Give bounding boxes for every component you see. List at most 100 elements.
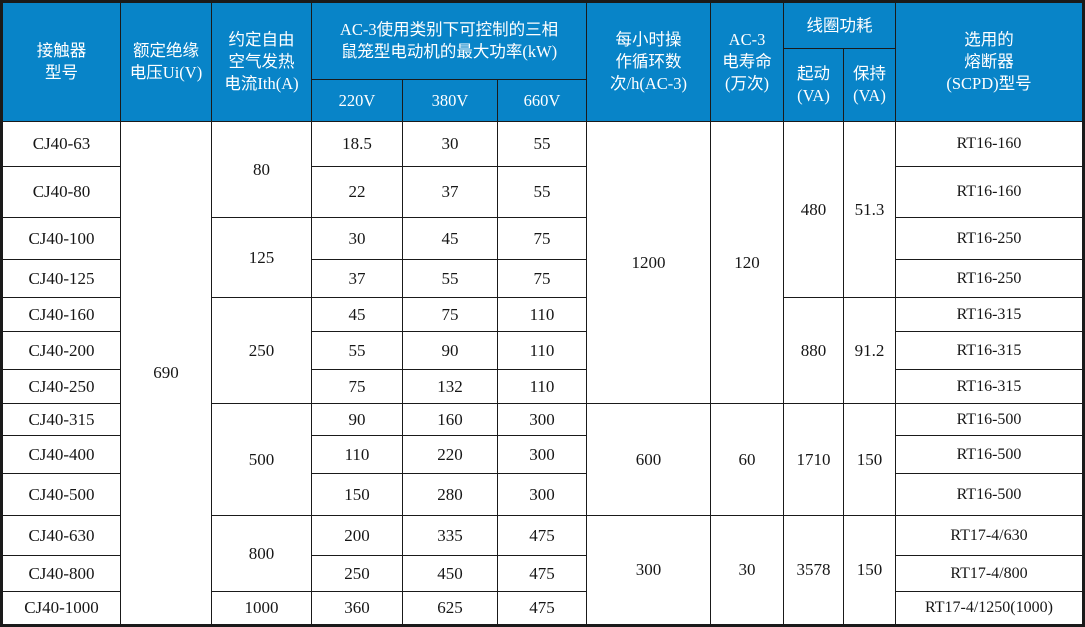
thermal-current-cell: 500 <box>212 404 311 515</box>
power-220v-cell: 30 <box>312 218 402 259</box>
model-cell: CJ40-630 <box>3 516 120 555</box>
power-380v-cell: 220 <box>403 436 497 473</box>
coil-hold-cell: 150 <box>844 516 895 624</box>
header-insulation-voltage: 额定绝缘 电压Ui(V) <box>121 3 211 121</box>
coil-hold-cell: 91.2 <box>844 298 895 403</box>
power-380v-cell: 45 <box>403 218 497 259</box>
coil-start-cell: 3578 <box>784 516 843 624</box>
cycles-cell: 600 <box>587 404 710 515</box>
power-380v-cell: 132 <box>403 370 497 403</box>
fuse-cell: RT16-160 <box>896 122 1082 166</box>
coil-start-cell: 480 <box>784 122 843 297</box>
power-220v-cell: 75 <box>312 370 402 403</box>
model-cell: CJ40-1000 <box>3 592 120 624</box>
header-model: 接触器 型号 <box>3 3 120 121</box>
model-cell: CJ40-800 <box>3 556 120 591</box>
model-cell: CJ40-500 <box>3 474 120 515</box>
header-max-power-group: AC-3使用类别下可控制的三相 鼠笼型电动机的最大功率(kW) <box>312 3 586 79</box>
model-cell: CJ40-250 <box>3 370 120 403</box>
model-cell: CJ40-200 <box>3 332 120 369</box>
fuse-cell: RT16-500 <box>896 404 1082 435</box>
thermal-current-cell: 250 <box>212 298 311 403</box>
power-380v-cell: 55 <box>403 260 497 297</box>
power-380v-cell: 37 <box>403 167 497 217</box>
power-660v-cell: 75 <box>498 260 586 297</box>
fuse-cell: RT16-315 <box>896 370 1082 403</box>
power-220v-cell: 45 <box>312 298 402 331</box>
power-380v-cell: 625 <box>403 592 497 624</box>
header-380v: 380V <box>403 80 497 121</box>
header-coil-hold: 保持 (VA) <box>844 49 895 121</box>
power-380v-cell: 280 <box>403 474 497 515</box>
fuse-cell: RT16-315 <box>896 298 1082 331</box>
power-660v-cell: 300 <box>498 474 586 515</box>
thermal-current-cell: 80 <box>212 122 311 217</box>
power-380v-cell: 30 <box>403 122 497 166</box>
power-380v-cell: 160 <box>403 404 497 435</box>
fuse-cell: RT16-315 <box>896 332 1082 369</box>
header-coil-group: 线圈功耗 <box>784 3 895 48</box>
cycles-cell: 1200 <box>587 122 710 403</box>
power-660v-cell: 75 <box>498 218 586 259</box>
power-380v-cell: 450 <box>403 556 497 591</box>
power-660v-cell: 110 <box>498 332 586 369</box>
power-220v-cell: 22 <box>312 167 402 217</box>
header-fuse: 选用的 熔断器 (SCPD)型号 <box>896 3 1082 121</box>
header-thermal-current: 约定自由 空气发热 电流Ith(A) <box>212 3 311 121</box>
model-cell: CJ40-400 <box>3 436 120 473</box>
fuse-cell: RT17-4/1250(1000) <box>896 592 1082 624</box>
power-660v-cell: 110 <box>498 298 586 331</box>
power-660v-cell: 300 <box>498 436 586 473</box>
power-660v-cell: 475 <box>498 516 586 555</box>
power-220v-cell: 200 <box>312 516 402 555</box>
coil-start-cell: 880 <box>784 298 843 403</box>
model-cell: CJ40-63 <box>3 122 120 166</box>
model-cell: CJ40-125 <box>3 260 120 297</box>
coil-hold-cell: 150 <box>844 404 895 515</box>
coil-hold-cell: 51.3 <box>844 122 895 297</box>
header-cycles: 每小时操 作循环数 次/h(AC-3) <box>587 3 710 121</box>
electrical-life-cell: 60 <box>711 404 783 515</box>
power-380v-cell: 335 <box>403 516 497 555</box>
header-660v: 660V <box>498 80 586 121</box>
header-220v: 220V <box>312 80 402 121</box>
electrical-life-cell: 120 <box>711 122 783 403</box>
power-220v-cell: 110 <box>312 436 402 473</box>
power-380v-cell: 90 <box>403 332 497 369</box>
power-660v-cell: 300 <box>498 404 586 435</box>
model-cell: CJ40-80 <box>3 167 120 217</box>
power-220v-cell: 37 <box>312 260 402 297</box>
power-380v-cell: 75 <box>403 298 497 331</box>
electrical-life-cell: 30 <box>711 516 783 624</box>
model-cell: CJ40-160 <box>3 298 120 331</box>
power-220v-cell: 90 <box>312 404 402 435</box>
power-660v-cell: 475 <box>498 592 586 624</box>
model-cell: CJ40-315 <box>3 404 120 435</box>
thermal-current-cell: 800 <box>212 516 311 591</box>
fuse-cell: RT16-250 <box>896 218 1082 259</box>
model-cell: CJ40-100 <box>3 218 120 259</box>
power-660v-cell: 55 <box>498 122 586 166</box>
fuse-cell: RT17-4/630 <box>896 516 1082 555</box>
thermal-current-cell: 125 <box>212 218 311 297</box>
power-220v-cell: 250 <box>312 556 402 591</box>
power-220v-cell: 360 <box>312 592 402 624</box>
fuse-cell: RT16-160 <box>896 167 1082 217</box>
power-220v-cell: 18.5 <box>312 122 402 166</box>
power-220v-cell: 55 <box>312 332 402 369</box>
insulation-voltage-cell: 690 <box>121 122 211 624</box>
header-electrical-life: AC-3 电寿命 (万次) <box>711 3 783 121</box>
coil-start-cell: 1710 <box>784 404 843 515</box>
header-coil-start: 起动 (VA) <box>784 49 843 121</box>
fuse-cell: RT16-500 <box>896 474 1082 515</box>
power-660v-cell: 110 <box>498 370 586 403</box>
fuse-cell: RT16-250 <box>896 260 1082 297</box>
cycles-cell: 300 <box>587 516 710 624</box>
power-660v-cell: 55 <box>498 167 586 217</box>
thermal-current-cell: 1000 <box>212 592 311 624</box>
power-660v-cell: 475 <box>498 556 586 591</box>
power-220v-cell: 150 <box>312 474 402 515</box>
fuse-cell: RT17-4/800 <box>896 556 1082 591</box>
fuse-cell: RT16-500 <box>896 436 1082 473</box>
